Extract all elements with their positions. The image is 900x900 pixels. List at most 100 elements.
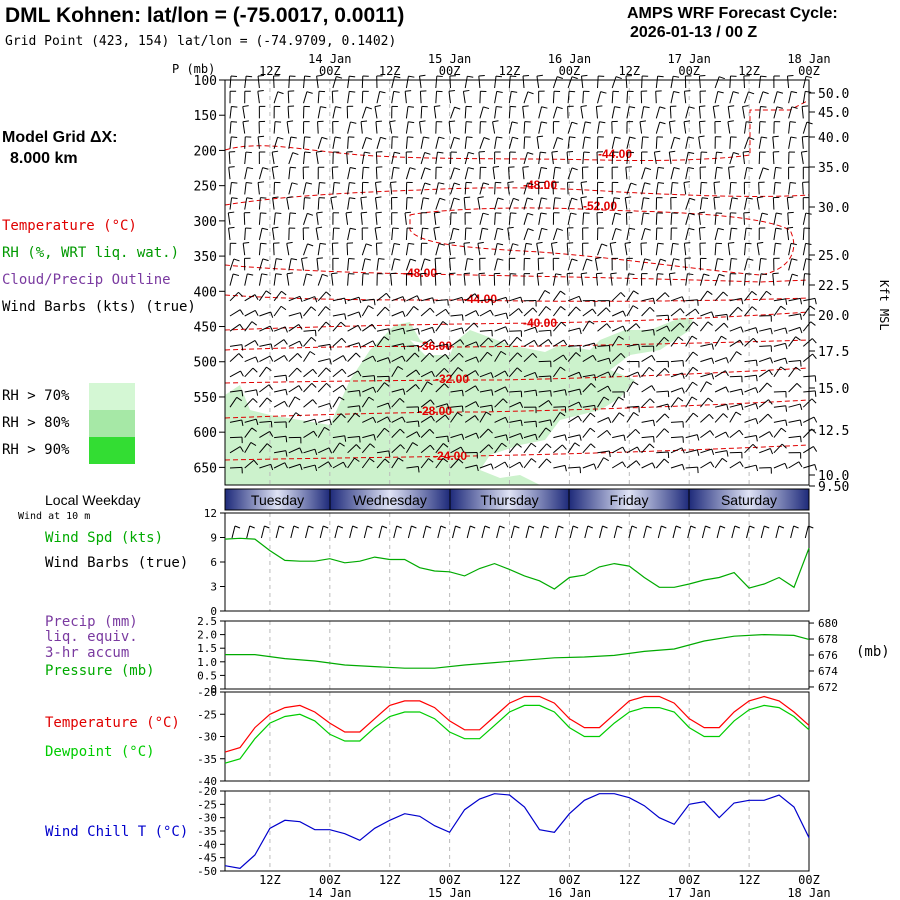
wind-barb-flag (592, 355, 597, 361)
wind-barb-shaft (788, 366, 797, 378)
wind-barb-shaft (537, 258, 540, 271)
wind-barb-flag (711, 357, 715, 364)
wind-barb-shaft (641, 435, 654, 439)
wind-barb-shaft (317, 367, 327, 378)
wind-barb-shaft (318, 358, 330, 363)
height-tick-label: 20.0 (818, 309, 849, 324)
surface-wind-barb-flag (661, 525, 667, 529)
wind-barb-flag (595, 257, 602, 260)
wind-barb-shaft (494, 416, 506, 423)
wind-barb-flag (725, 386, 729, 393)
wind-barb-flag (760, 257, 767, 260)
wind-barb-flag (644, 258, 651, 261)
wind-barb-flag (790, 136, 797, 139)
wind-barb-flag (388, 328, 391, 335)
surface-wind-barb (613, 525, 618, 539)
wind-barb-shaft (420, 428, 431, 438)
wind-barb-flag (360, 196, 367, 199)
panel-tick-label: -20 (197, 785, 217, 798)
wind-barb-shaft (536, 273, 540, 286)
wind-barb-flag (372, 387, 377, 393)
panel-tick-label: -25 (197, 708, 217, 721)
wind-barb-flag (726, 404, 729, 411)
wind-barb-shaft (257, 182, 260, 195)
wind-barb-flag (541, 166, 548, 170)
wind-barb-shaft (698, 76, 701, 89)
wind-barb-flag (483, 137, 490, 140)
height-tick-label: 35.0 (818, 161, 849, 176)
wind-barb-shaft (464, 227, 467, 241)
top-time-tick: 00Z (798, 64, 820, 78)
wind-barb-shaft (347, 296, 360, 302)
temperature-contour-label: -52.00 (583, 199, 617, 213)
wind-barb-flag (784, 327, 788, 334)
wind-barb-flag (751, 290, 757, 296)
wind-barb-flag (689, 197, 696, 201)
wind-barb-flag (269, 325, 274, 332)
wind-barb-shaft (538, 306, 547, 317)
wind-barb-shaft (729, 461, 741, 469)
wind-barb-shaft (303, 306, 312, 317)
wind-barb-flag (522, 166, 529, 168)
panel-tick-label: 9 (210, 532, 217, 545)
wind-barb-flag (629, 106, 636, 109)
wind-barb-flag (673, 167, 680, 170)
wind-barb-flag (341, 368, 347, 374)
wind-barb-flag (266, 366, 272, 372)
wind-barb-flag (692, 351, 699, 357)
wind-barb-shaft (286, 273, 290, 286)
wind-barb-shaft (318, 402, 330, 408)
wind-barb-flag (527, 182, 534, 186)
wind-barb-flag (241, 344, 244, 351)
wind-barb-shaft (523, 371, 536, 378)
wind-barb-flag (457, 367, 464, 372)
wind-barb-shaft (361, 396, 370, 408)
height-tick-label: 15.0 (818, 382, 849, 397)
wind-barb-flag (608, 450, 611, 458)
wind-barb-shaft (729, 429, 740, 438)
wind-barb-shaft (508, 243, 514, 256)
wind-barb-shaft (374, 182, 378, 195)
wind-barb-flag (316, 150, 323, 153)
wind-barb-shaft (744, 121, 747, 134)
surface-wind-barb (349, 525, 354, 539)
wind-barb-shaft (773, 342, 786, 347)
wind-barb-flag (658, 166, 665, 169)
wind-barb-flag (316, 226, 323, 229)
wind-barb-shaft (229, 291, 239, 302)
wind-barb-shaft (698, 212, 701, 225)
wind-barb-flag (516, 367, 523, 373)
wind-barb-flag (475, 310, 480, 317)
wind-barb-flag (737, 306, 743, 312)
wind-barb-flag (442, 457, 449, 463)
wind-barb-shaft (553, 354, 564, 363)
wind-barb-shaft (391, 327, 404, 332)
wind-barb-shaft (744, 417, 756, 423)
wind-barb-shaft (376, 382, 385, 393)
rh80-label: RH > 80% (2, 415, 70, 431)
wind-barb-shaft (228, 151, 231, 165)
wind-barb-shaft (714, 167, 718, 180)
wind-barb-flag (726, 450, 729, 457)
pressure-tick-label: 650 (194, 461, 217, 476)
wind-barb-shaft (626, 412, 634, 423)
wind-barb-flag (755, 375, 758, 382)
wind-barb-shaft (406, 466, 419, 469)
wind-barb-flag (314, 296, 318, 303)
rh90-label: RH > 90% (2, 442, 70, 458)
wind-barb-flag (551, 241, 558, 244)
wind-barb-shaft (494, 326, 506, 332)
surface-wind-barb-flag (734, 525, 740, 529)
wind-barb-shaft (376, 458, 386, 469)
surface-wind-barb-flag (323, 525, 329, 529)
wind-barb-shaft (479, 182, 484, 195)
wind-barb-shaft (773, 243, 776, 256)
wind-barb-shaft (802, 76, 807, 89)
wind-barb-flag (490, 372, 494, 379)
wind-barbs (227, 74, 818, 474)
wind-barb-flag (745, 242, 752, 245)
wind-barb-flag (416, 431, 421, 438)
wind-barb-shaft (229, 419, 242, 423)
wind-barb-flag (731, 197, 738, 200)
